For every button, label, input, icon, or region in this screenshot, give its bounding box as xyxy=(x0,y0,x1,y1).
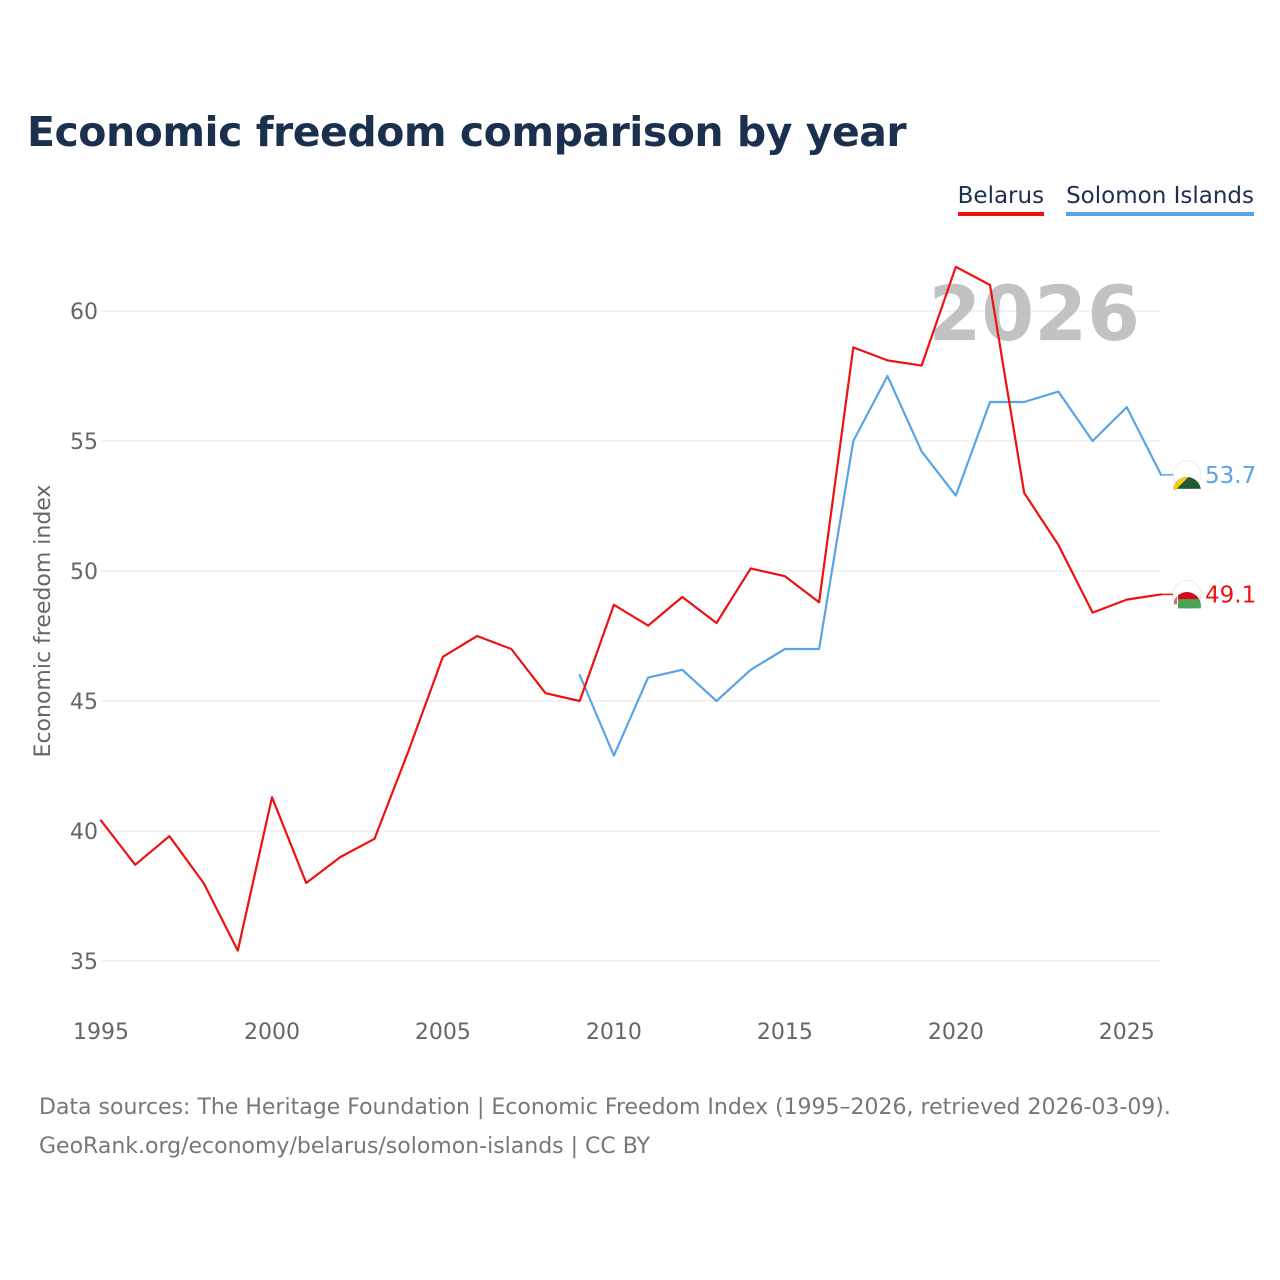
footer: Data sources: The Heritage Foundation | … xyxy=(39,1088,1171,1166)
y-tick-label: 35 xyxy=(70,950,98,975)
end-markers: 49.1 53.7 xyxy=(1161,460,1256,609)
series-lines xyxy=(99,265,1163,952)
flag-ring xyxy=(1172,579,1202,609)
chart-title: Economic freedom comparison by year xyxy=(27,108,907,156)
x-tick-label: 2015 xyxy=(757,1020,813,1045)
y-tick-label: 45 xyxy=(70,690,98,715)
y-tick-label: 40 xyxy=(70,820,98,845)
legend: Belarus Solomon Islands xyxy=(957,183,1254,216)
solomon-islands-flag-icon xyxy=(1173,477,1201,491)
legend-item-belarus[interactable]: Belarus xyxy=(957,183,1045,216)
x-tick-label: 1995 xyxy=(73,1020,129,1045)
x-tick-label: 2010 xyxy=(586,1020,642,1045)
y-axis-ticks: 35 40 45 50 55 60 xyxy=(70,300,98,975)
x-tick-label: 2005 xyxy=(415,1020,471,1045)
series-line-belarus[interactable] xyxy=(99,265,1163,952)
y-tick-label: 55 xyxy=(70,430,98,455)
x-tick-label: 2025 xyxy=(1099,1020,1155,1045)
y-tick-label: 60 xyxy=(70,300,98,325)
series-line-solomon-islands[interactable] xyxy=(578,374,1163,757)
legend-item-solomon-islands[interactable]: Solomon Islands xyxy=(1066,183,1254,216)
data-source-note: Data sources: The Heritage Foundation | … xyxy=(39,1095,1171,1120)
source-link[interactable]: GeoRank.org/economy/belarus/solomon-isla… xyxy=(39,1134,651,1159)
grid-lines xyxy=(101,310,1161,962)
end-value-label-belarus: 49.1 xyxy=(1205,582,1256,608)
x-axis-ticks: 1995 2000 2005 2010 2015 2020 2025 xyxy=(73,1020,1155,1045)
y-axis-title: Economic freedom index xyxy=(31,485,56,758)
flag-ring xyxy=(1172,460,1202,490)
y-tick-label: 50 xyxy=(70,560,98,585)
x-tick-label: 2000 xyxy=(244,1020,300,1045)
x-tick-label: 2020 xyxy=(928,1020,984,1045)
current-year-watermark: 2026 xyxy=(928,269,1140,358)
end-value-label-solomon-islands: 53.7 xyxy=(1205,463,1256,489)
belarus-flag-icon xyxy=(1173,592,1201,609)
